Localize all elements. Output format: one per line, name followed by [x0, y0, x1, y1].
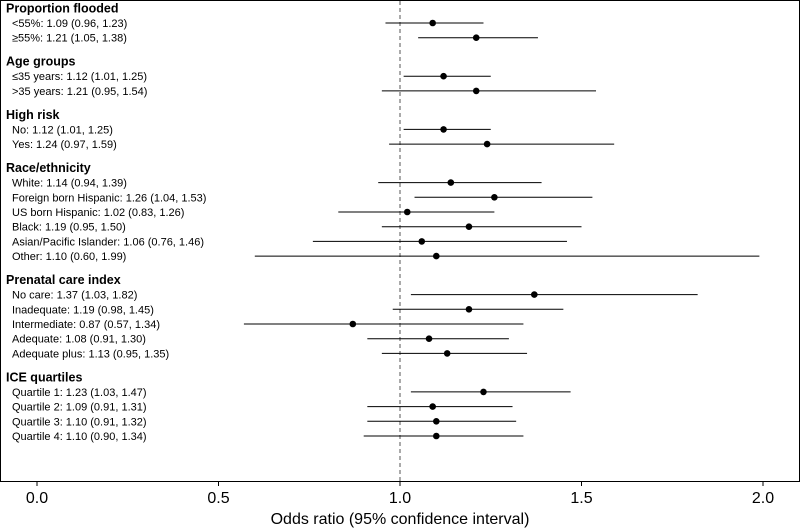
- point-estimate: [429, 403, 436, 410]
- row-label: Inadequate: 1.19 (0.98, 1.45): [12, 304, 154, 316]
- point-estimate: [531, 291, 538, 298]
- group-title: Age groups: [6, 55, 75, 69]
- row-label: White: 1.14 (0.94, 1.39): [12, 178, 127, 190]
- row-label: ≤35 years: 1.12 (1.01, 1.25): [12, 71, 147, 83]
- x-axis: 0.0 0.5 1.0 1.5 2.0: [26, 481, 774, 507]
- point-estimate: [472, 34, 480, 41]
- row-label: >35 years: 1.21 (0.95, 1.54): [12, 86, 147, 98]
- forest-rows: Proportion flooded <55%: 1.09 (0.96, 1.23…: [6, 1, 760, 481]
- point-estimate: [418, 238, 426, 245]
- group-title: ICE quartiles: [6, 370, 82, 384]
- row-label: Other: 1.10 (0.60, 1.99): [12, 251, 126, 263]
- row-label: Intermediate: 0.87 (0.57, 1.34): [12, 319, 160, 331]
- row-label: US born Hispanic: 1.02 (0.83, 1.26): [12, 207, 184, 219]
- point-estimate: [433, 252, 440, 260]
- x-tick-label: 2.0: [752, 490, 774, 507]
- group-title: High risk: [6, 108, 60, 122]
- group-title: Race/ethnicity: [6, 161, 91, 175]
- row-label: Black: 1.19 (0.95, 1.50): [12, 222, 126, 234]
- point-estimate: [472, 87, 480, 95]
- row-label: Quartile 3: 1.10 (0.91, 1.32): [12, 416, 147, 428]
- row-label: Asian/Pacific Islander: 1.06 (0.76, 1.46…: [12, 236, 204, 248]
- point-estimate: [425, 335, 433, 343]
- point-estimate: [465, 306, 473, 313]
- row-label: Adequate plus: 1.13 (0.95, 1.35): [12, 348, 169, 360]
- row-label: Adequate: 1.08 (0.91, 1.30): [12, 334, 146, 346]
- point-estimate: [429, 19, 436, 27]
- row-label: No care: 1.37 (1.03, 1.82): [12, 290, 137, 302]
- row-label: No: 1.12 (1.01, 1.25): [12, 124, 113, 136]
- x-tick-label: 0.5: [207, 490, 229, 507]
- point-estimate: [447, 179, 455, 186]
- row-label: ≥55%: 1.21 (1.05, 1.38): [12, 33, 127, 45]
- point-estimate: [440, 72, 447, 80]
- point-estimate: [433, 418, 440, 425]
- row-label: Yes: 1.24 (0.97, 1.59): [12, 139, 117, 151]
- x-tick-label: 1.5: [570, 490, 592, 507]
- point-estimate: [443, 350, 451, 357]
- point-estimate: [403, 208, 411, 216]
- group-title: Proportion flooded: [6, 2, 118, 16]
- x-axis-label: Odds ratio (95% confidence interval): [271, 511, 530, 528]
- row-label: Quartile 2: 1.09 (0.91, 1.31): [12, 402, 147, 414]
- point-estimate: [349, 320, 357, 328]
- row-label: Quartile 4: 1.10 (0.90, 1.34): [12, 431, 147, 443]
- row-label: <55%: 1.09 (0.96, 1.23): [12, 18, 127, 30]
- x-tick-label: 0.0: [26, 490, 48, 507]
- point-estimate: [480, 388, 487, 396]
- group-title: Prenatal care index: [6, 273, 121, 287]
- x-tick-label: 1.0: [389, 490, 411, 507]
- point-estimate: [440, 126, 447, 133]
- point-estimate: [433, 432, 440, 440]
- point-estimate: [483, 140, 491, 148]
- point-estimate: [491, 194, 498, 201]
- point-estimate: [465, 223, 473, 230]
- row-label: Foreign born Hispanic: 1.26 (1.04, 1.53): [12, 192, 206, 204]
- row-label: Quartile 1: 1.23 (1.03, 1.47): [12, 387, 147, 399]
